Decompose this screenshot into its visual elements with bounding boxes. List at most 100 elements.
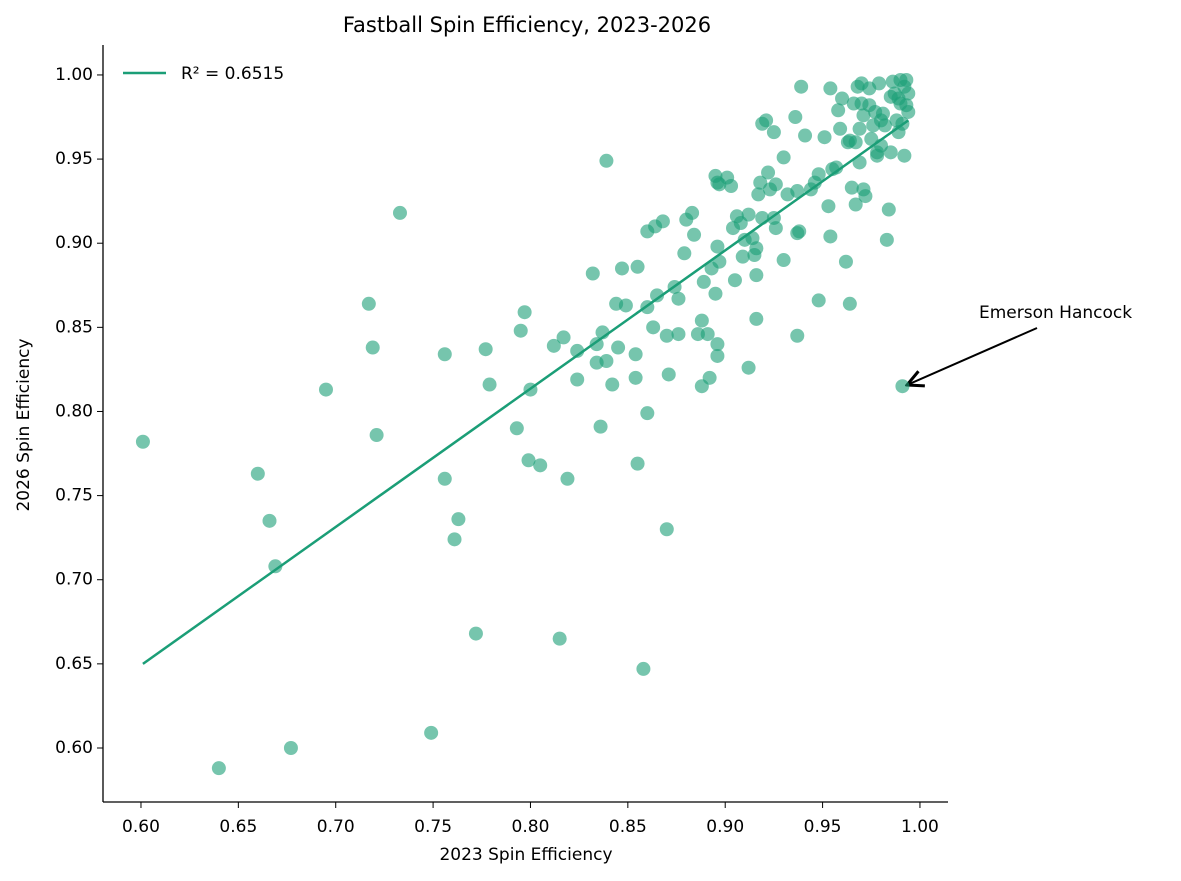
point	[753, 175, 768, 190]
point	[630, 259, 645, 274]
x-tick-label: 0.80	[512, 817, 550, 837]
point	[741, 207, 756, 222]
point	[710, 239, 725, 254]
point	[646, 320, 661, 335]
legend-label: R² = 0.6515	[181, 64, 284, 84]
point	[842, 296, 857, 311]
point	[599, 353, 614, 368]
x-tick-label: 0.65	[219, 817, 257, 837]
point	[262, 513, 277, 528]
point	[437, 471, 452, 486]
point	[451, 512, 466, 527]
point	[659, 522, 674, 537]
y-tick-label: 0.80	[55, 401, 93, 421]
point	[817, 130, 832, 145]
point	[823, 229, 838, 244]
point	[655, 214, 670, 229]
point	[724, 179, 739, 194]
point	[811, 293, 826, 308]
point	[560, 471, 575, 486]
point	[211, 761, 226, 776]
point	[901, 104, 916, 119]
point	[790, 184, 805, 199]
point	[517, 305, 532, 320]
point	[794, 79, 809, 94]
point	[628, 370, 643, 385]
fit-line	[142, 119, 909, 665]
annotation-arrow	[907, 327, 1038, 385]
point	[741, 360, 756, 375]
point	[685, 205, 700, 220]
point	[268, 559, 283, 574]
point	[468, 626, 483, 641]
point	[897, 148, 912, 163]
point	[901, 86, 916, 101]
x-tick-label: 0.70	[317, 817, 355, 837]
point	[614, 261, 629, 276]
point	[848, 197, 863, 212]
point	[513, 323, 528, 338]
point	[640, 406, 655, 421]
point	[690, 327, 705, 342]
point	[838, 254, 853, 269]
point	[858, 189, 873, 204]
point	[852, 121, 867, 136]
point	[899, 72, 914, 87]
point	[881, 202, 896, 217]
point	[829, 160, 844, 175]
point	[636, 661, 651, 676]
y-tick-label: 0.70	[55, 570, 93, 590]
y-tick-label: 0.60	[55, 738, 93, 758]
point	[751, 187, 766, 202]
point	[283, 740, 298, 755]
point	[552, 631, 567, 646]
point	[437, 347, 452, 362]
y-tick-label: 0.65	[55, 654, 93, 674]
point	[875, 106, 890, 121]
y-axis-label: 2026 Spin Efficiency	[14, 338, 34, 511]
point	[661, 367, 676, 382]
point	[677, 246, 692, 261]
point	[702, 370, 717, 385]
point	[864, 131, 879, 146]
point	[135, 434, 150, 449]
point	[749, 241, 764, 256]
point	[447, 532, 462, 547]
annotation: Emerson Hancock	[979, 303, 1132, 323]
point	[727, 273, 742, 288]
point	[798, 128, 813, 143]
y-tick-label: 0.95	[55, 149, 93, 169]
point	[628, 347, 643, 362]
point	[593, 419, 608, 434]
point	[659, 328, 674, 343]
point	[650, 288, 665, 303]
point	[599, 153, 614, 168]
point	[696, 274, 711, 289]
point	[509, 421, 524, 436]
point	[883, 145, 898, 160]
point	[879, 232, 894, 247]
point	[611, 340, 626, 355]
point	[570, 372, 585, 387]
y-tick-label: 1.00	[55, 65, 93, 85]
point	[369, 428, 384, 443]
point	[671, 327, 686, 342]
point	[833, 121, 848, 136]
point	[844, 180, 859, 195]
point	[872, 76, 887, 91]
point	[250, 466, 265, 481]
point	[365, 340, 380, 355]
point	[788, 110, 803, 125]
x-tick-label: 0.75	[414, 817, 452, 837]
point	[823, 81, 838, 96]
point	[766, 125, 781, 140]
point	[708, 286, 723, 301]
point	[694, 313, 709, 328]
point	[687, 227, 702, 242]
point	[749, 311, 764, 326]
x-axis-label: 2023 Spin Efficiency	[439, 845, 612, 865]
point	[749, 268, 764, 283]
point	[605, 377, 620, 392]
point	[710, 348, 725, 363]
point	[835, 91, 850, 106]
